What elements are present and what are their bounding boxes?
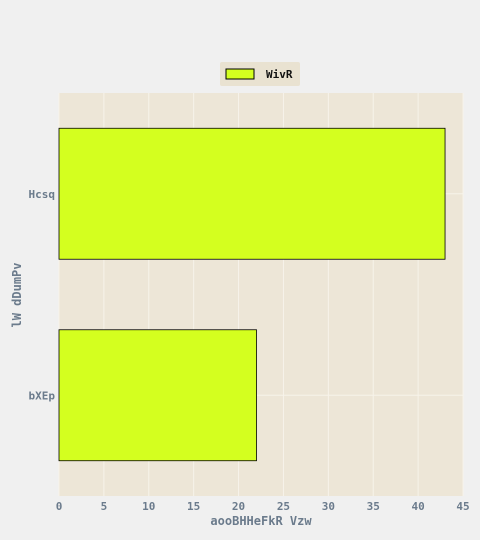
legend: WivR	[220, 62, 300, 86]
x-tick-label-25: 25	[277, 500, 290, 513]
legend-label: WivR	[266, 68, 293, 81]
x-axis-ticks: 0 5 10 15 20 25 30 35 40 45	[56, 500, 470, 513]
legend-swatch	[225, 68, 255, 80]
x-tick-label-10: 10	[142, 500, 155, 513]
x-tick-label-15: 15	[187, 500, 200, 513]
y-tick-label-bXEp: bXEp	[29, 389, 56, 402]
x-tick-label-45: 45	[456, 500, 469, 513]
x-tick-label-35: 35	[367, 500, 380, 513]
x-tick-label-20: 20	[232, 500, 245, 513]
x-axis-label: aooBHHeFkR Vzw	[210, 514, 312, 528]
x-tick-label-5: 5	[101, 500, 108, 513]
x-tick-label-40: 40	[411, 500, 424, 513]
y-axis-ticks: Hcsq bXEp	[29, 188, 56, 403]
bars	[58, 127, 446, 462]
legend-box	[220, 62, 300, 86]
y-tick-label-Hcsq: Hcsq	[29, 188, 56, 201]
bar-Hcsq	[58, 127, 446, 260]
bar-bXEp	[58, 329, 257, 462]
y-axis-label: lW dDumPv	[10, 262, 24, 327]
x-tick-label-30: 30	[322, 500, 335, 513]
x-tick-label-0: 0	[56, 500, 63, 513]
